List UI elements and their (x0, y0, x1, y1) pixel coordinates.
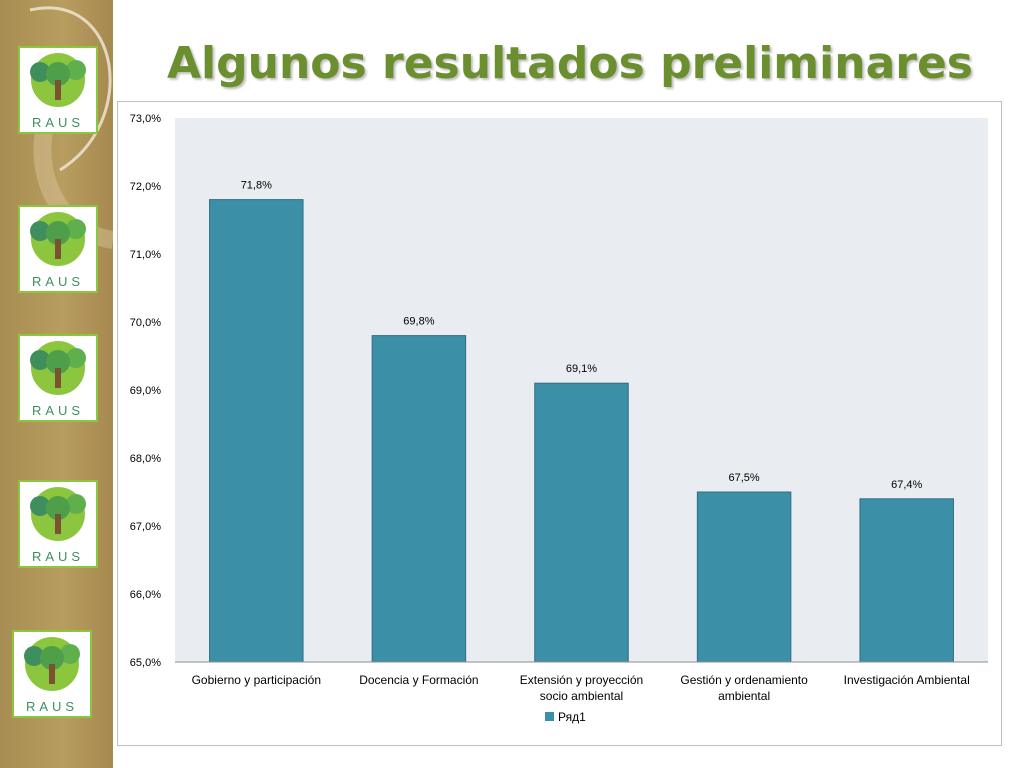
logo-text: RAUS (25, 699, 79, 714)
logo-text: RAUS (31, 115, 85, 130)
logo-text: RAUS (31, 403, 85, 418)
bar (696, 491, 792, 663)
legend-label: Ряд1 (558, 710, 586, 724)
data-label: 69,8% (403, 316, 434, 328)
data-label: 67,5% (728, 472, 759, 484)
x-tick-label: Investigación Ambiental (844, 673, 970, 687)
tree-icon (30, 341, 86, 395)
x-tick-label: Docencia y Formación (359, 673, 478, 687)
y-tick-label: 72,0% (130, 181, 161, 193)
legend: Ряд1 (545, 710, 586, 724)
logo-text: RAUS (31, 549, 85, 564)
data-label: 67,4% (891, 479, 922, 491)
y-tick-label: 70,0% (130, 317, 161, 329)
y-tick-label: 69,0% (130, 385, 161, 397)
tree-icon (30, 487, 86, 541)
y-tick-label: 67,0% (130, 521, 161, 533)
y-tick-label: 71,0% (130, 249, 161, 261)
tree-icon (24, 637, 80, 691)
raus-logo: RAUS (18, 334, 98, 422)
chart-container: 65,0% 66,0% 67,0% 68,0% 69,0% 70,0% 71,0% 72,0%… (117, 101, 1002, 746)
tree-icon (30, 53, 86, 107)
x-axis: Gobierno y participación Docencia y Forma… (192, 673, 970, 703)
slide-title: Algunos resultados preliminares (167, 38, 973, 89)
raus-logo: RAUS (12, 630, 92, 718)
data-label: 71,8% (241, 180, 272, 192)
bar (209, 199, 304, 663)
bar (534, 382, 629, 663)
data-labels: 71,8% 69,8% 69,1% 67,5% 67,4% (241, 180, 923, 491)
bar (371, 335, 467, 663)
data-label: 69,1% (566, 363, 597, 375)
bars (209, 199, 954, 663)
bar-chart: 65,0% 66,0% 67,0% 68,0% 69,0% 70,0% 71,0% 72,0%… (130, 113, 988, 724)
y-tick-label: 73,0% (130, 113, 161, 125)
y-tick-label: 65,0% (130, 657, 161, 669)
y-tick-label: 68,0% (130, 453, 161, 465)
raus-logo: RAUS (18, 480, 98, 568)
y-tick-label: 66,0% (130, 589, 161, 601)
raus-logo: RAUS (18, 46, 98, 134)
decorative-sidebar: RAUS RAUS RAUS RAUS (0, 0, 113, 768)
logo-text: RAUS (31, 274, 85, 289)
x-tick-label: Extensión y proyección socio ambiental (520, 673, 643, 703)
x-tick-label: Gobierno y participación (192, 673, 321, 687)
legend-swatch (545, 712, 554, 721)
raus-logo: RAUS (18, 205, 98, 293)
tree-icon (30, 212, 86, 266)
y-axis: 65,0% 66,0% 67,0% 68,0% 69,0% 70,0% 71,0% 72,0%… (130, 113, 161, 669)
x-tick-label: Gestión y ordenamiento ambiental (680, 673, 808, 703)
bar (859, 498, 954, 663)
